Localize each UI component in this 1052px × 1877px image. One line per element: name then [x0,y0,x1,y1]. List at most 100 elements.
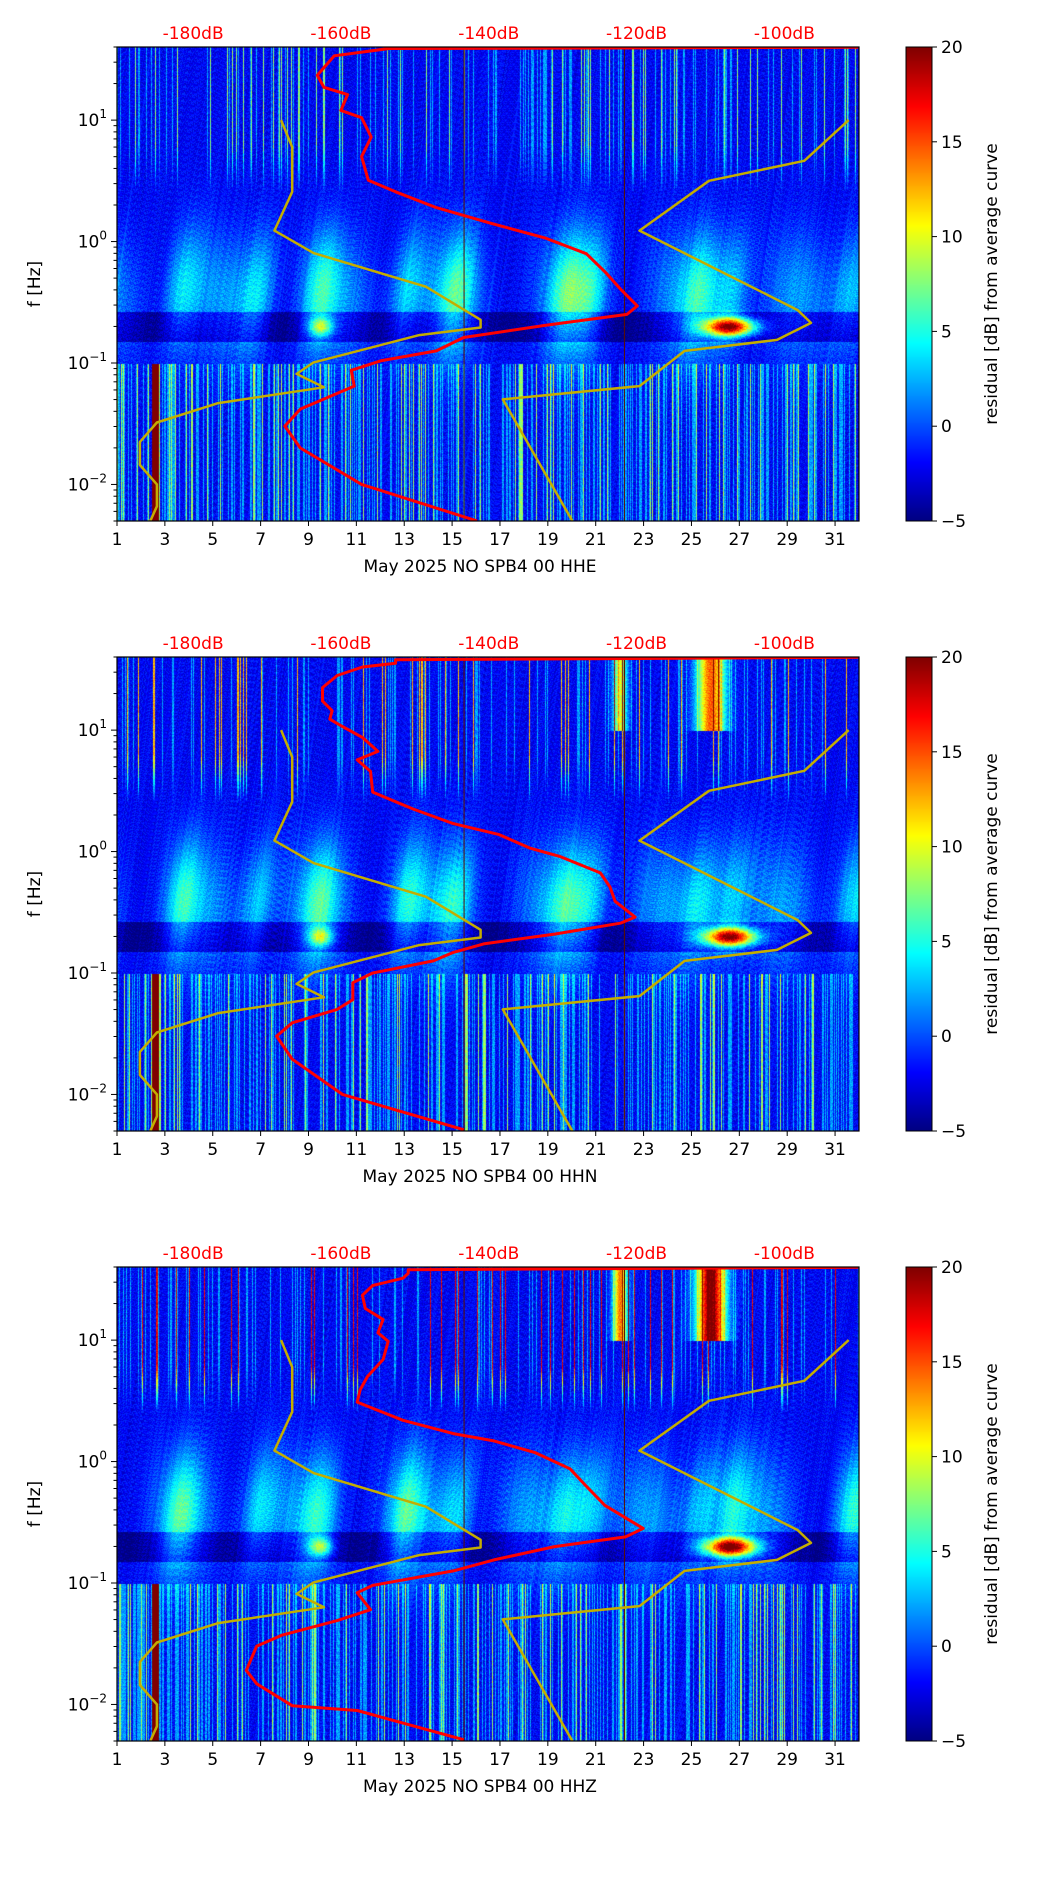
x-axis-label: May 2025 NO SPB4 00 HHE [364,557,597,577]
top-db-label: -140dB [458,1244,519,1264]
x-tick-label: 1 [112,1750,123,1770]
top-db-label: -100dB [754,634,815,654]
x-tick-label: 21 [585,530,607,550]
spectrogram-heatmap [117,657,859,1131]
x-tick-label: 29 [776,1140,798,1160]
x-tick-label: 21 [585,1140,607,1160]
x-tick-label: 25 [681,1750,703,1770]
top-db-label: -180dB [163,1244,224,1264]
x-tick-label: 19 [537,530,559,550]
colorbar-tick-label: 10 [941,1448,963,1468]
x-tick-label: 29 [776,1750,798,1770]
x-tick-label: 1 [112,1140,123,1160]
high-noise-model-curve [501,729,850,1131]
low-noise-model-curve [138,729,482,1131]
x-tick-label: 3 [159,530,170,550]
top-db-label: -100dB [754,1244,815,1264]
x-tick-label: 17 [489,530,511,550]
x-tick-label: 23 [633,530,655,550]
colorbar [906,1267,932,1741]
x-tick-label: 7 [255,530,266,550]
colorbar-tick-label: 10 [941,228,963,248]
colorbar-tick-label: 15 [941,743,963,763]
axes-frame [116,1266,860,1742]
axes-frame [116,656,860,1132]
y-axis-label: f [Hz] [25,1481,45,1527]
y-tick-exponent: −2 [89,1081,107,1095]
x-tick-label: 29 [776,530,798,550]
x-tick-label: 3 [159,1750,170,1770]
colorbar-tick-label: −5 [941,512,966,532]
y-tick-base: 10 [68,1085,90,1105]
colorbar [906,657,932,1131]
spectrogram-panel-hhn: 1 3 5 7 9 11 13 15 17 19 21 23 25 27 29 31 May 2025 NO S… [0,634,1052,1267]
x-tick-label: 3 [159,1140,170,1160]
x-tick-label: 31 [824,1750,846,1770]
colorbar-tick-label: 15 [941,1353,963,1373]
colorbar [906,47,932,521]
colorbar-tick-label: 20 [941,648,963,668]
y-tick-base: 10 [78,843,100,863]
x-tick-label: 5 [207,1140,218,1160]
y-tick-base: 10 [68,1695,90,1715]
x-tick-label: 31 [824,1140,846,1160]
x-tick-label: 13 [393,530,415,550]
y-tick-exponent: 1 [99,107,107,121]
top-db-label: -140dB [458,634,519,654]
x-axis-label: May 2025 NO SPB4 00 HHZ [363,1777,597,1797]
y-tick-base: 10 [68,354,90,374]
x-tick-label: 19 [537,1140,559,1160]
y-tick-label: 101 [78,107,107,131]
low-noise-model-curve [138,119,482,521]
y-tick-exponent: 0 [99,839,107,853]
x-tick-label: 15 [441,1140,463,1160]
colorbar-frame [905,46,933,522]
x-tick-label: 23 [633,1750,655,1770]
x-tick-label: 5 [207,530,218,550]
x-tick-label: 11 [346,1140,368,1160]
high-noise-model-curve [501,119,850,521]
colorbar-tick-label: 0 [941,1027,952,1047]
x-tick-label: 25 [681,530,703,550]
spectrogram-panel-hhe: 1 3 5 7 9 11 13 15 17 19 21 23 25 27 29 31 May 2025 NO S… [0,24,1052,657]
y-tick-exponent: −2 [89,471,107,485]
x-tick-label: 15 [441,530,463,550]
y-tick-exponent: 0 [99,1449,107,1463]
y-axis-label: f [Hz] [25,261,45,307]
colorbar-tick-label: 5 [941,932,952,952]
top-db-label: -160dB [310,634,371,654]
x-tick-label: 7 [255,1750,266,1770]
station-psd-curve [283,47,859,521]
x-tick-label: 25 [681,1140,703,1160]
y-tick-label: 10−1 [68,960,107,984]
top-db-label: -120dB [606,634,667,654]
y-tick-label: 10−2 [68,471,107,495]
colorbar-tick-label: 15 [941,133,963,153]
x-tick-label: 11 [346,1750,368,1770]
x-tick-label: 31 [824,530,846,550]
top-db-label: -180dB [163,634,224,654]
colorbar-frame [905,656,933,1132]
x-tick-label: 13 [393,1140,415,1160]
y-axis-label: f [Hz] [25,871,45,917]
x-tick-label: 9 [303,530,314,550]
x-tick-label: 17 [489,1750,511,1770]
y-tick-label: 10−2 [68,1691,107,1715]
x-tick-label: 1 [112,530,123,550]
colorbar-tick-label: 20 [941,1258,963,1278]
x-axis-label: May 2025 NO SPB4 00 HHN [363,1167,598,1187]
colorbar-tick-label: 0 [941,417,952,437]
y-tick-base: 10 [78,111,100,131]
station-psd-curve [244,1267,859,1741]
x-tick-label: 7 [255,1140,266,1160]
y-tick-exponent: 0 [99,229,107,243]
top-db-label: -140dB [458,24,519,44]
y-tick-base: 10 [78,1331,100,1351]
low-noise-model-curve [138,1339,482,1741]
colorbar-label: residual [dB] from average curve [982,753,1002,1034]
top-db-label: -180dB [163,24,224,44]
colorbar-tick-label: 10 [941,838,963,858]
